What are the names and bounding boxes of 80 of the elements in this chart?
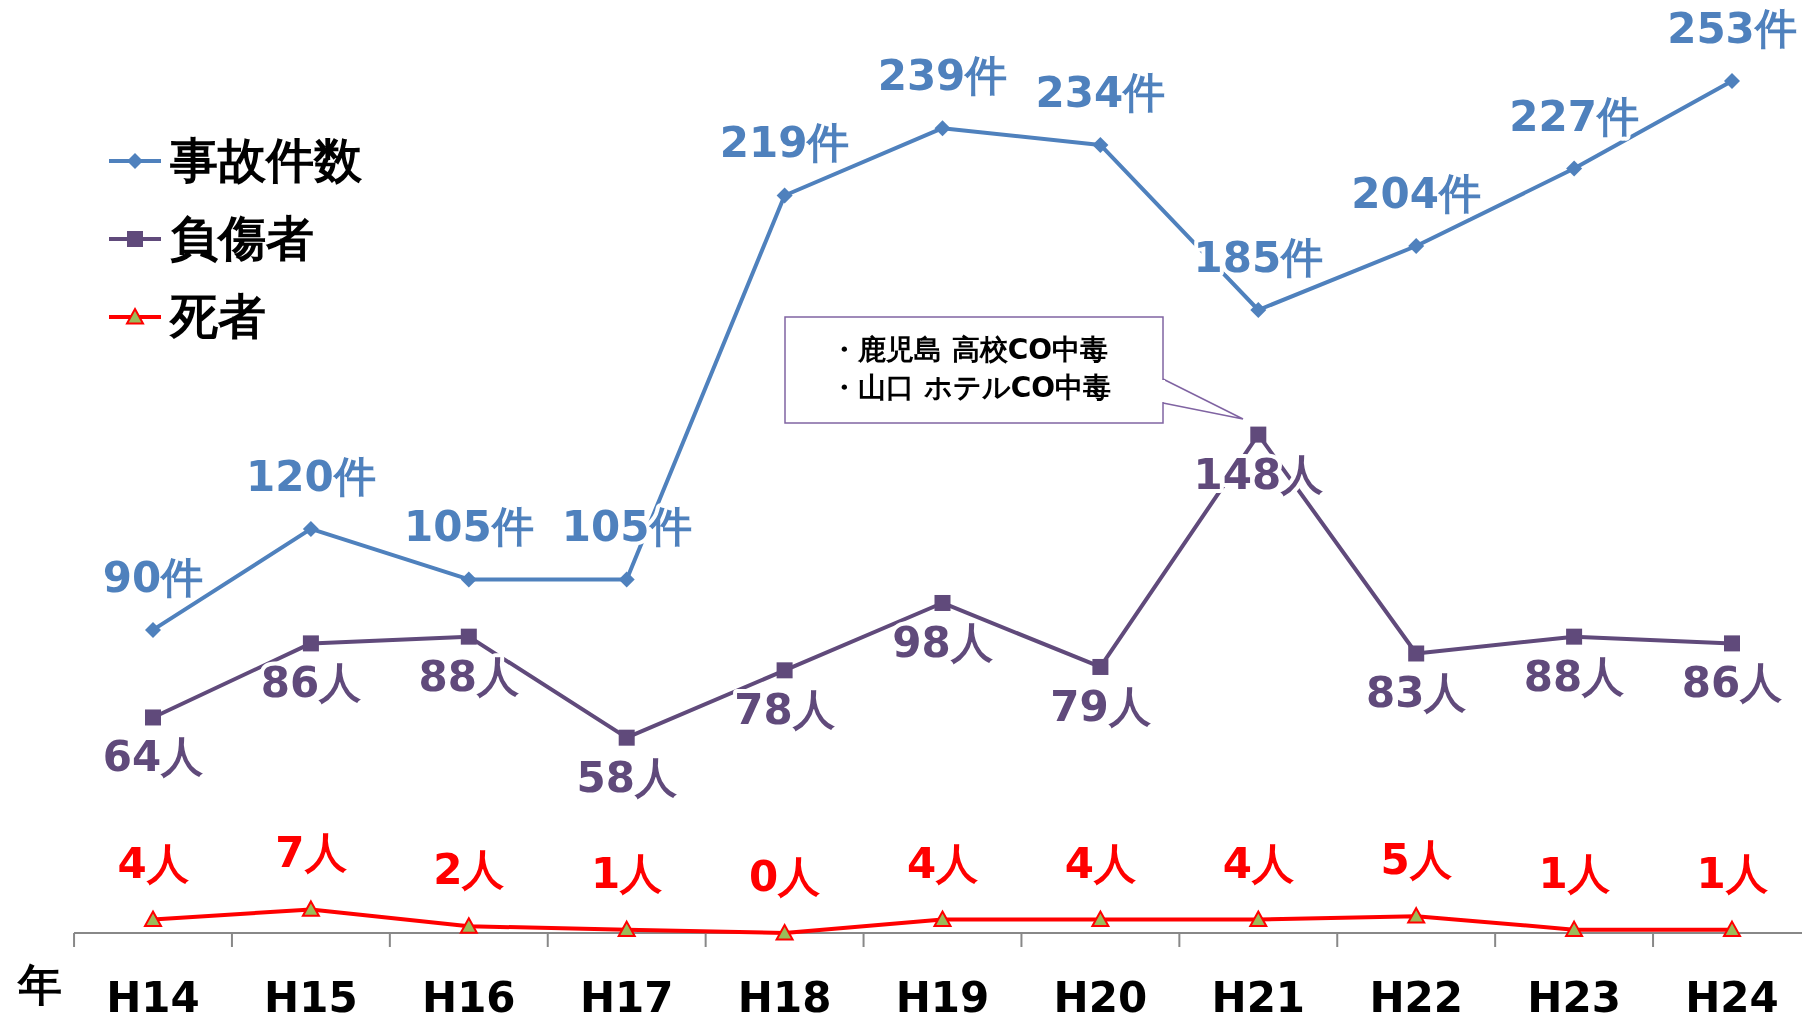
x-tick-label: H20 — [1053, 973, 1148, 1020]
x-tick-label: H21 — [1211, 973, 1306, 1020]
point — [1092, 136, 1109, 153]
data-label: 79人 — [1050, 681, 1151, 731]
point — [301, 900, 320, 917]
point — [1092, 658, 1109, 675]
x-tick-label: H17 — [579, 973, 674, 1020]
point — [618, 729, 635, 746]
data-label: 88人 — [1523, 651, 1625, 701]
x-tick-label: H22 — [1369, 973, 1463, 1020]
point — [618, 571, 635, 588]
data-label: 234件 — [1035, 67, 1166, 117]
point — [933, 910, 952, 927]
data-label: 83人 — [1365, 668, 1467, 718]
x-axis-title: 年 — [17, 959, 62, 1010]
annotation: ・鹿児島 高校CO中毒 — [830, 333, 1109, 366]
data-label: 4人 — [117, 838, 189, 888]
point — [460, 628, 477, 645]
point — [776, 187, 793, 204]
data-label: 0人 — [748, 852, 821, 901]
point — [1408, 238, 1425, 255]
point — [1565, 920, 1584, 938]
x-tick-label: H23 — [1527, 973, 1621, 1020]
data-label: 5人 — [1380, 835, 1452, 885]
data-label: 7人 — [275, 828, 347, 878]
data-label: 239件 — [877, 51, 1008, 101]
data-label: 253件 — [1667, 4, 1797, 53]
point — [459, 917, 478, 934]
point — [1408, 645, 1425, 662]
data-label: 4人 — [1064, 838, 1137, 888]
point — [1249, 910, 1268, 927]
data-label: 227件 — [1509, 91, 1639, 141]
point — [144, 910, 162, 927]
point — [776, 662, 793, 679]
point — [1250, 302, 1267, 318]
data-label: 105件 — [403, 502, 534, 552]
x-tick-label: H14 — [106, 973, 200, 1020]
data-label: 86人 — [260, 658, 362, 708]
data-label: 204件 — [1351, 169, 1482, 219]
x-tick-label: H19 — [895, 973, 990, 1020]
data-label: 1人 — [1538, 848, 1610, 898]
data-label: 98人 — [892, 617, 993, 667]
point — [1723, 920, 1741, 938]
data-label: 4人 — [906, 838, 979, 888]
legend-label: 事故件数 — [169, 132, 363, 188]
data-label: 90件 — [102, 552, 204, 602]
point — [617, 920, 636, 938]
data-label: 88人 — [418, 651, 520, 701]
x-tick-label: H18 — [737, 973, 832, 1020]
point — [1091, 910, 1110, 927]
point — [145, 709, 161, 726]
legend-label: 負傷者 — [170, 210, 314, 266]
point — [775, 924, 794, 941]
point — [302, 635, 319, 652]
data-label: 86人 — [1681, 658, 1783, 708]
point — [934, 594, 951, 611]
point — [145, 621, 161, 638]
point — [1566, 160, 1583, 177]
data-label: 58人 — [576, 752, 677, 802]
point — [1407, 907, 1426, 924]
data-label: 4人 — [1222, 838, 1294, 888]
point — [1724, 73, 1740, 89]
annotation: ・山口 ホテルCO中毒 — [830, 371, 1112, 404]
point — [460, 571, 477, 588]
point — [1250, 426, 1267, 443]
data-label: 219件 — [719, 118, 850, 168]
data-label: 64人 — [102, 732, 204, 782]
data-label: 78人 — [734, 685, 835, 735]
point — [934, 120, 951, 137]
legend-label: 死者 — [168, 288, 266, 344]
point — [1724, 635, 1740, 652]
x-tick-label: H24 — [1685, 973, 1779, 1020]
point — [302, 520, 319, 537]
point — [1566, 628, 1583, 645]
data-label: 1人 — [1696, 848, 1768, 898]
data-label: 120件 — [246, 451, 376, 501]
x-tick-label: H15 — [264, 973, 358, 1020]
x-tick-label: H16 — [422, 973, 516, 1020]
data-label: 1人 — [591, 848, 663, 898]
data-label: 2人 — [433, 845, 505, 895]
